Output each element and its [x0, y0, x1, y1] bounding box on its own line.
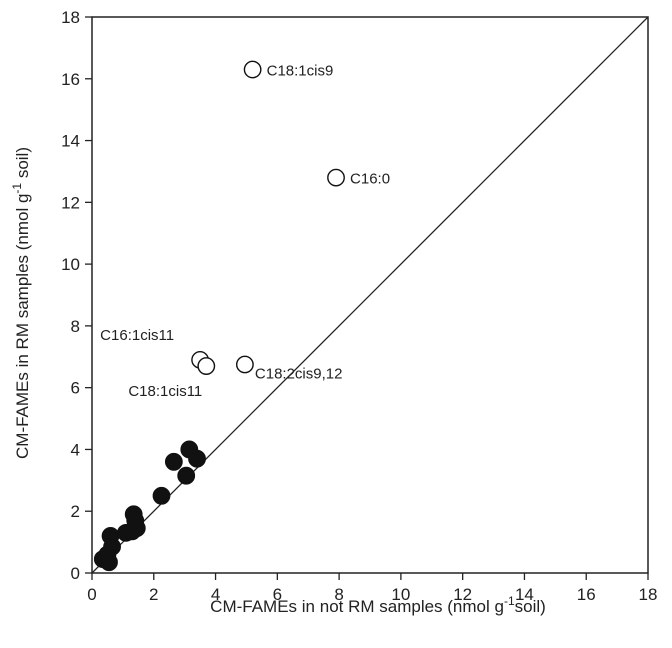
open-data-point — [243, 60, 262, 79]
point-label: C18:2cis9,12 — [255, 366, 343, 383]
y-tick-label: 2 — [71, 502, 80, 521]
x-tick-label: 0 — [87, 585, 96, 604]
x-axis-title-main: CM-FAMEs in not RM samples (nmol g — [210, 597, 504, 616]
reference-line — [91, 16, 649, 574]
y-tick-label: 10 — [61, 255, 80, 274]
y-tick-label: 14 — [61, 132, 80, 151]
y-tick-label: 0 — [71, 564, 80, 583]
filled-data-point — [103, 537, 121, 556]
ticks-layer: 0 2 4 6 8 10 12 14 16 18 0 2 4 6 8 10 12 14 16 18 — [61, 8, 657, 604]
x-tick-label: 6 — [273, 585, 282, 604]
x-tick-label: 14 — [515, 585, 534, 604]
point-label: C16:0 — [350, 171, 390, 188]
x-tick-label: 12 — [453, 585, 472, 604]
y-tick-label: 8 — [71, 317, 80, 336]
filled-data-point — [127, 519, 146, 538]
open-data-point — [197, 357, 216, 375]
y-axis-title-sup: -1 — [10, 183, 24, 194]
point-label: C18:1cis9 — [267, 63, 334, 80]
y-tick-label: 16 — [61, 70, 80, 89]
x-axis-title-suffix: soil) — [515, 597, 546, 616]
y-axis-title: CM-FAMEs in RM samples (nmol g-1 soil) — [10, 147, 32, 459]
filled-data-point — [152, 486, 171, 505]
x-tick-label: 4 — [211, 585, 220, 604]
x-axis-title-sup: -1 — [504, 594, 515, 608]
point-label: C18:1cis11 — [128, 383, 202, 400]
labels-layer: C18:1cis9 C16:0 C16:1cis11 C18:1cis11 C18:2c… — [100, 63, 390, 401]
x-tick-label: 2 — [149, 585, 158, 604]
y-tick-label: 12 — [61, 193, 80, 212]
x-tick-label: 18 — [639, 585, 658, 604]
open-data-point — [235, 355, 254, 374]
x-axis-title: CM-FAMEs in not RM samples (nmol g-1soil… — [210, 594, 546, 616]
filled-data-point — [188, 449, 206, 468]
y-axis-title-main: CM-FAMEs in RM samples (nmol g — [13, 194, 32, 459]
x-tick-label: 10 — [391, 585, 410, 604]
y-tick-label: 4 — [71, 440, 80, 459]
plot-area — [91, 16, 649, 574]
x-tick-label: 8 — [334, 585, 343, 604]
filled-data-point — [164, 452, 183, 471]
x-tick-label: 16 — [577, 585, 596, 604]
points-layer — [93, 60, 345, 572]
open-data-point — [327, 168, 345, 187]
y-tick-label: 6 — [71, 379, 80, 398]
y-axis-title-suffix: soil) — [13, 147, 32, 183]
filled-data-point — [177, 466, 196, 485]
point-label: C16:1cis11 — [100, 327, 174, 344]
y-tick-label: 18 — [61, 8, 80, 27]
filled-data-point — [100, 553, 118, 572]
